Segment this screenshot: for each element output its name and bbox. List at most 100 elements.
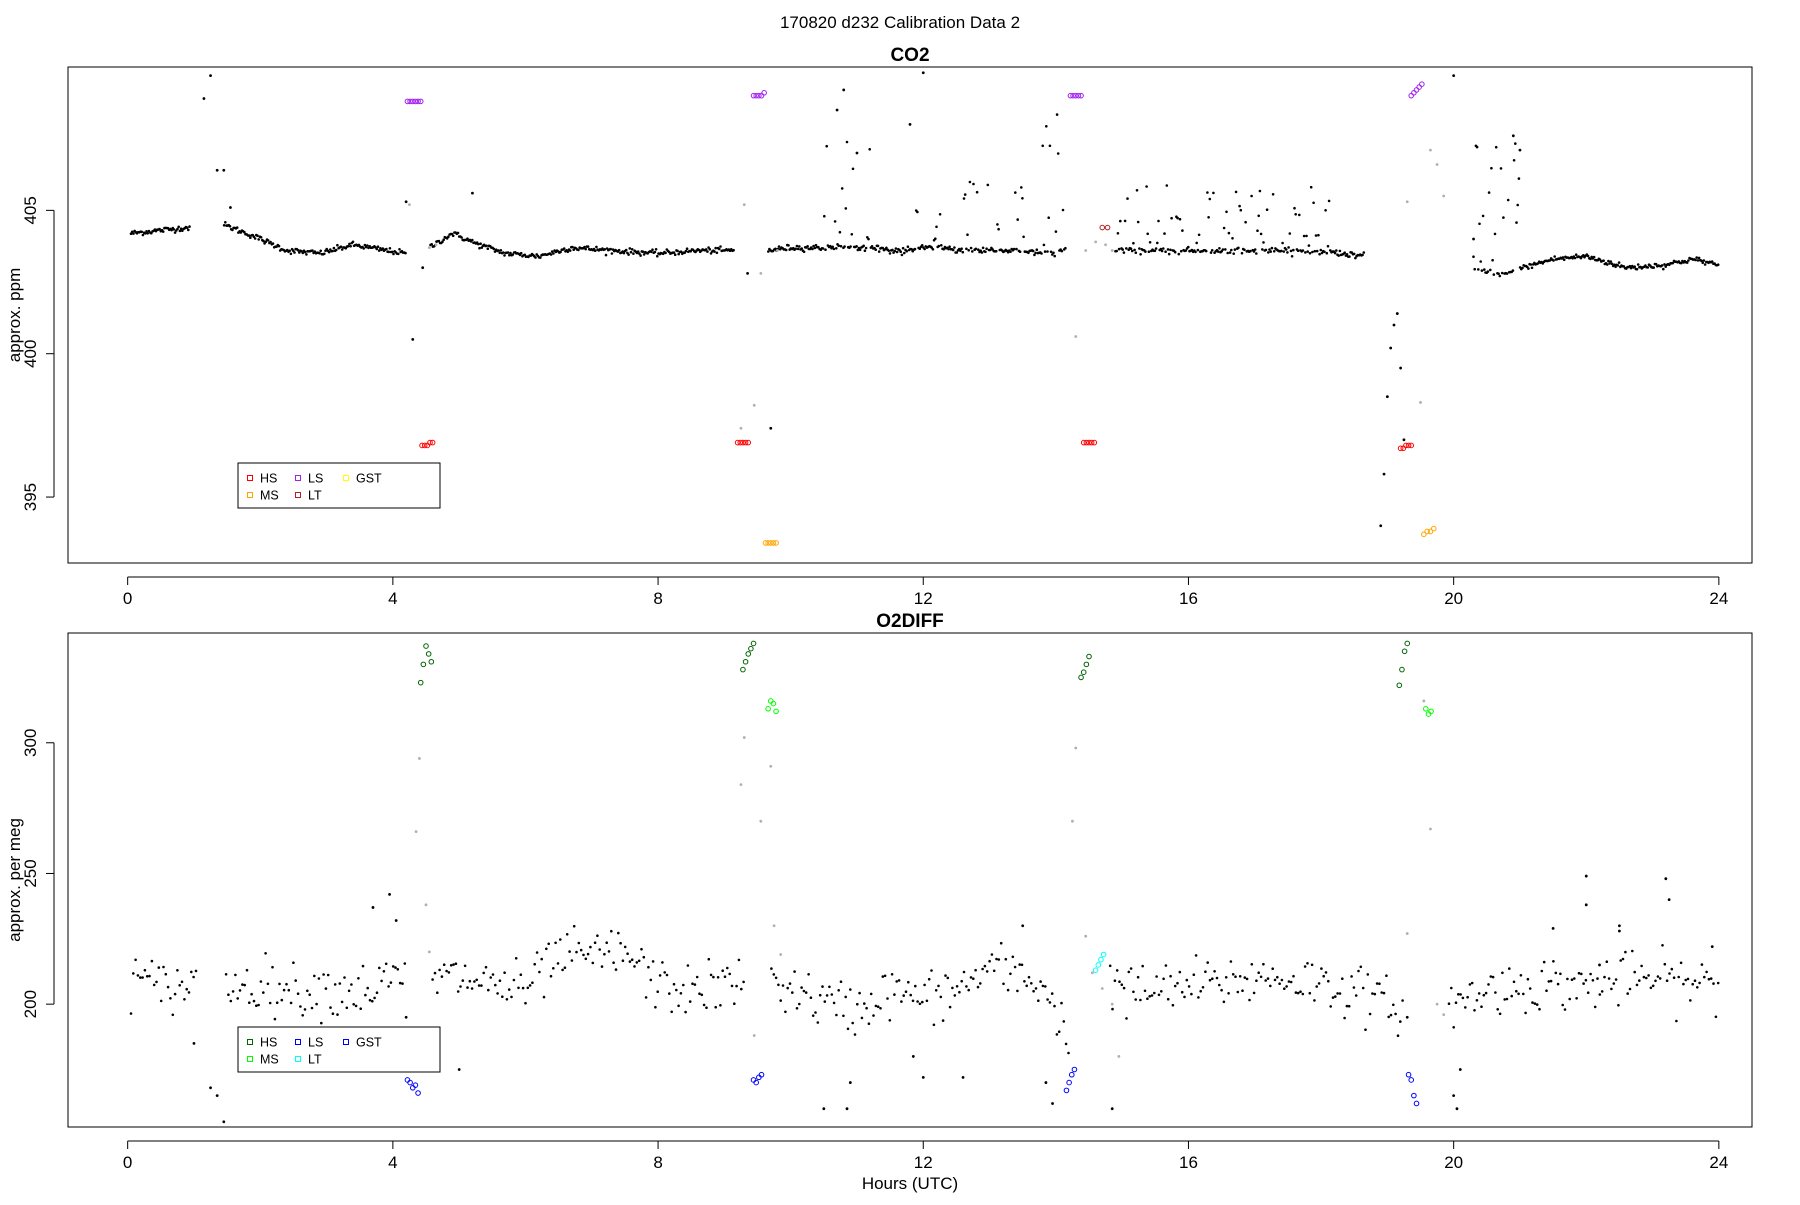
baseline-point (391, 250, 394, 254)
baseline-point (1387, 1015, 1390, 1019)
baseline-point (1354, 256, 1357, 260)
baseline-point (1211, 977, 1214, 980)
baseline-point (712, 975, 715, 979)
baseline-point (777, 245, 781, 248)
baseline-point (192, 975, 195, 979)
baseline-point (1255, 979, 1258, 982)
baseline-point (451, 234, 455, 238)
baseline-point (1204, 970, 1207, 973)
baseline-point (1060, 1001, 1063, 1005)
baseline-point (1548, 259, 1552, 262)
baseline-point (1037, 999, 1040, 1002)
baseline-point (288, 249, 292, 253)
baseline-point (484, 965, 488, 969)
baseline-point (883, 974, 887, 978)
baseline-point (1025, 984, 1028, 988)
baseline-point (1122, 986, 1126, 990)
scatter-point (1110, 1107, 1114, 1111)
baseline-point (1229, 960, 1233, 963)
legend-marker-lt (295, 492, 301, 498)
baseline-point (948, 1005, 952, 1009)
baseline-point (259, 236, 263, 239)
scatter-point (961, 1075, 965, 1079)
baseline-point (1166, 997, 1170, 1001)
baseline-point (1450, 986, 1453, 990)
baseline-point (1184, 249, 1188, 252)
baseline-point (1359, 965, 1363, 969)
cal-point-ls (407, 1079, 413, 1086)
baseline-point (713, 250, 716, 253)
baseline-point (1252, 250, 1256, 253)
cal-point-ms (770, 540, 777, 546)
cal-point-hs (1080, 669, 1087, 676)
baseline-point (1222, 226, 1226, 230)
figure-title: 170820 d232 Calibration Data 2 (780, 13, 1020, 32)
baseline-point (1249, 249, 1252, 253)
baseline-point (795, 1007, 799, 1010)
baseline-point (1113, 979, 1117, 982)
baseline-point (787, 244, 790, 247)
baseline-point (925, 999, 929, 1003)
baseline-point (1589, 257, 1592, 261)
baseline-point (856, 248, 860, 252)
baseline-point (1470, 981, 1474, 985)
baseline-point (842, 1014, 845, 1018)
baseline-point (257, 238, 261, 241)
transition-point (776, 249, 779, 252)
transition-point (434, 243, 438, 247)
baseline-point (1135, 189, 1139, 192)
legend-box (237, 1026, 441, 1073)
baseline-point (1119, 219, 1122, 223)
legend: HS MS LS LT GST (237, 462, 441, 509)
baseline-point (1272, 250, 1276, 253)
transition-point (1435, 163, 1439, 166)
scatter-point (1667, 898, 1671, 902)
baseline-point (627, 253, 630, 256)
baseline-point (1685, 261, 1689, 264)
baseline-point (966, 233, 969, 236)
baseline-point (1475, 145, 1479, 149)
baseline-point (1479, 260, 1482, 263)
baseline-point (1185, 978, 1189, 982)
cal-point-ms (1428, 708, 1434, 715)
baseline-point (1496, 1008, 1499, 1011)
baseline-point (1015, 247, 1018, 251)
baseline-point (735, 984, 738, 988)
baseline-point (876, 244, 880, 248)
baseline-point (714, 1005, 717, 1009)
baseline-point (247, 234, 251, 237)
baseline-point (447, 235, 450, 238)
baseline-point (549, 253, 553, 256)
baseline-point (774, 976, 778, 980)
baseline-point (238, 989, 242, 992)
baseline-point (874, 248, 877, 251)
baseline-point (507, 988, 511, 991)
baseline-point (396, 968, 400, 971)
baseline-point (1237, 246, 1240, 250)
baseline-point (224, 973, 228, 976)
baseline-point (552, 967, 555, 970)
baseline-point (1220, 988, 1223, 992)
baseline-point (132, 972, 135, 975)
baseline-point (1510, 994, 1513, 998)
baseline-point (398, 981, 402, 985)
baseline-point (1056, 152, 1060, 155)
baseline-point (171, 1013, 175, 1017)
baseline-point (285, 982, 288, 986)
baseline-point (222, 224, 226, 227)
baseline-point (693, 983, 697, 986)
cal-point-ls (750, 92, 757, 99)
baseline-point (148, 974, 151, 978)
baseline-point (941, 1019, 945, 1022)
baseline-point (709, 252, 713, 255)
baseline-point (902, 994, 905, 997)
baseline-point (271, 242, 275, 245)
baseline-point (1617, 1003, 1620, 1007)
baseline-point (145, 975, 149, 978)
baseline-point (568, 950, 571, 953)
baseline-point (1061, 208, 1065, 212)
baseline-point (879, 1007, 882, 1010)
baseline-point (967, 988, 970, 992)
baseline-point (566, 250, 570, 254)
